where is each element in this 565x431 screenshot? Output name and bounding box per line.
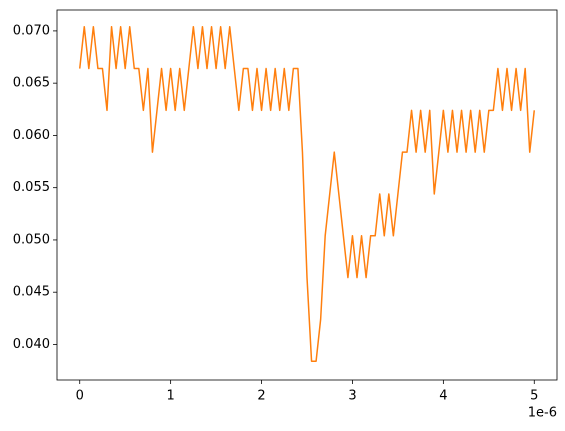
x-tick-label: 3 <box>348 389 356 404</box>
x-tick-label: 0 <box>76 389 84 404</box>
y-tick-label: 0.065 <box>13 76 50 91</box>
x-tick-label: 5 <box>530 389 538 404</box>
y-tick-label: 0.050 <box>13 232 50 247</box>
y-tick-label: 0.045 <box>13 285 50 300</box>
plot-area <box>57 10 557 380</box>
x-tick-label: 2 <box>257 389 265 404</box>
data-line <box>78 25 536 362</box>
axes-frame <box>56 9 558 381</box>
x-offset-label: 1e-6 <box>528 406 557 421</box>
y-tick-label: 0.060 <box>13 128 50 143</box>
x-tick-label: 4 <box>439 389 447 404</box>
y-tick-label: 0.040 <box>13 337 50 352</box>
y-tick-label: 0.055 <box>13 180 50 195</box>
y-tick-label: 0.070 <box>13 23 50 38</box>
x-tick-label: 1 <box>166 389 174 404</box>
